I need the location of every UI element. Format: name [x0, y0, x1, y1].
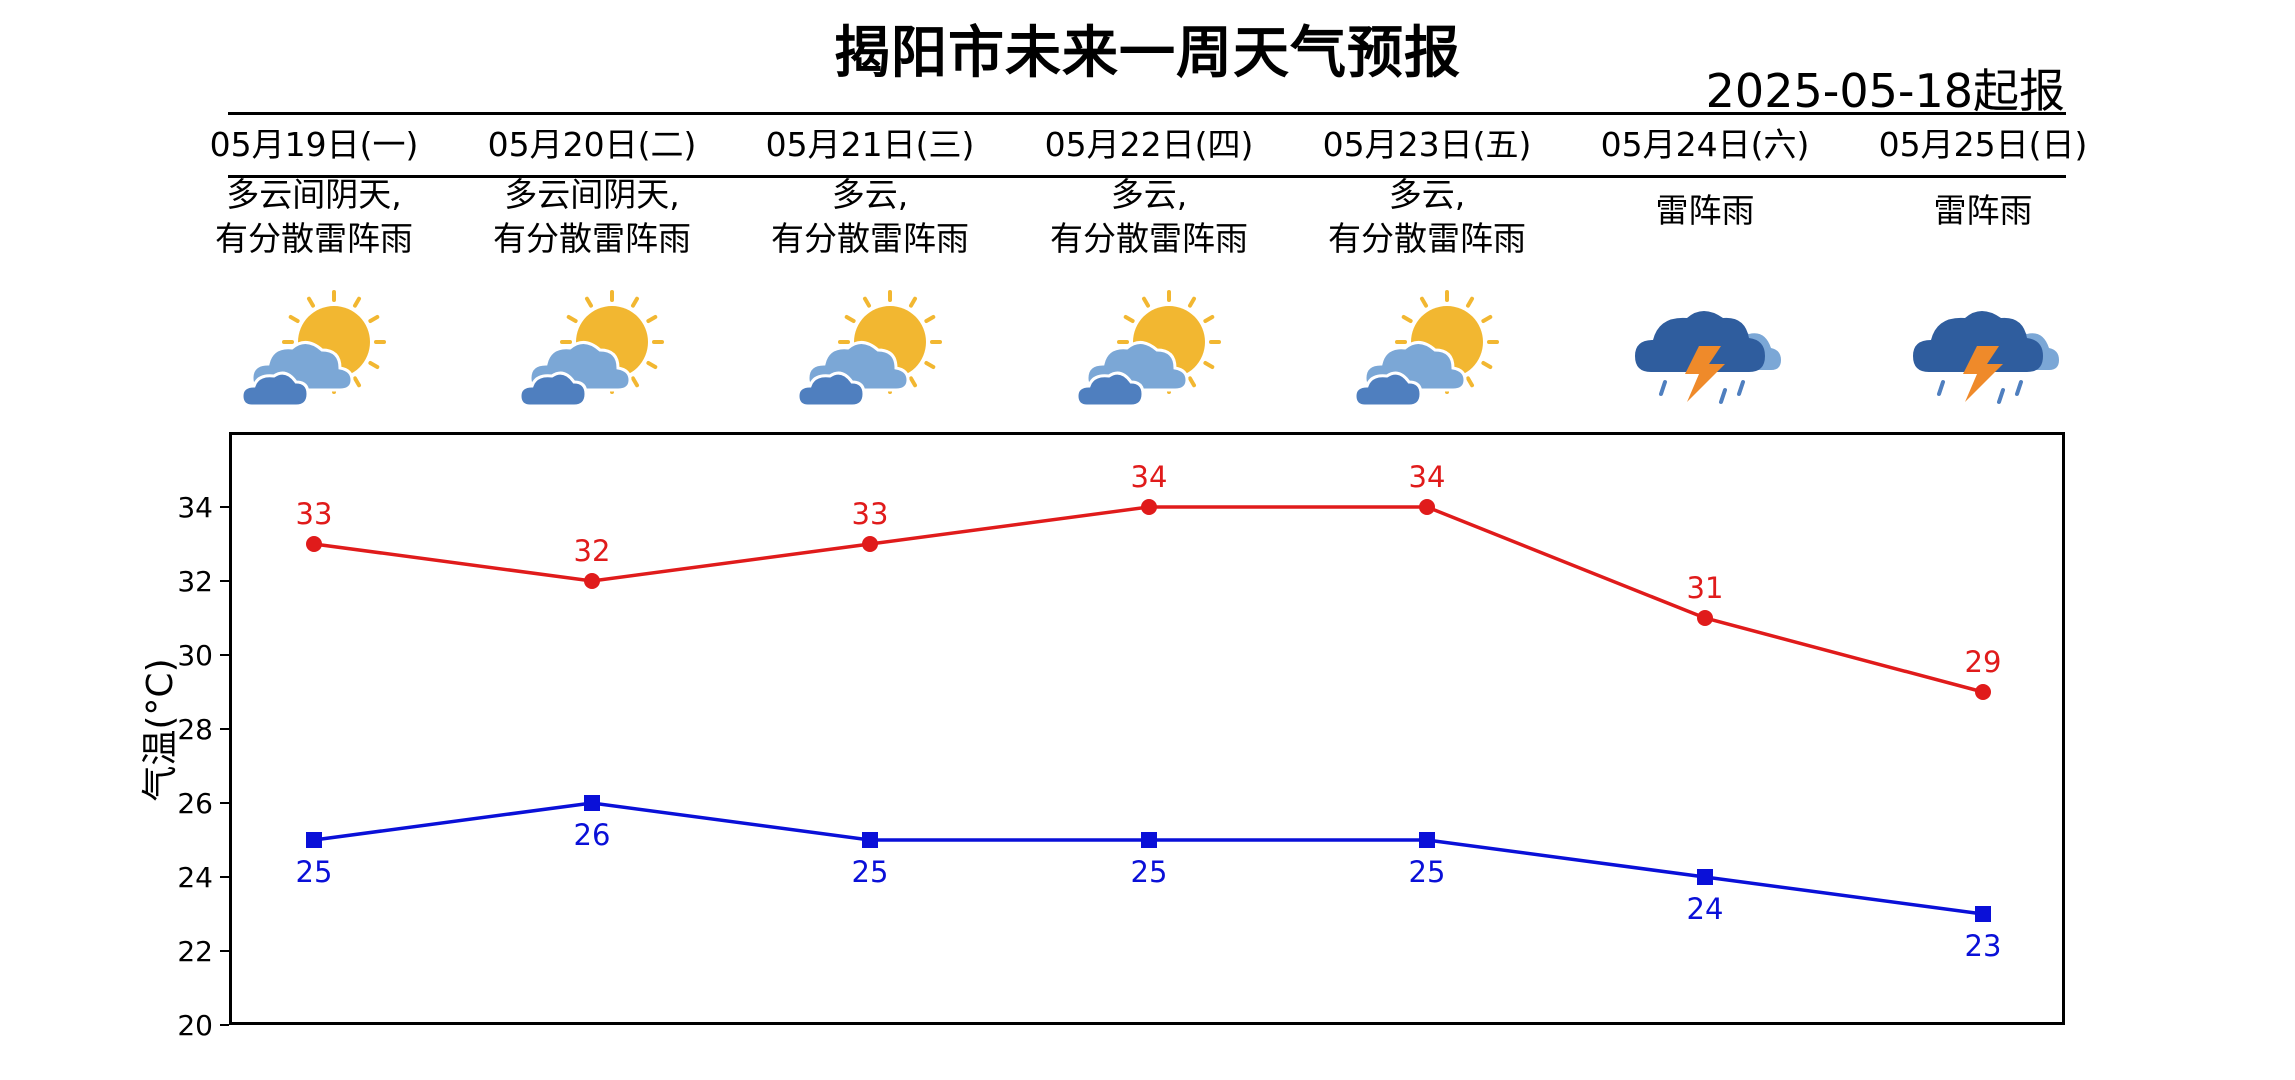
- low-temp-point: [584, 795, 600, 811]
- y-tick-label: 34: [177, 491, 213, 524]
- day-weather-desc-line: 有分散雷阵雨: [1328, 219, 1526, 258]
- low-temp-point: [1975, 906, 1991, 922]
- low-temp-point: [1697, 869, 1713, 885]
- day-weather-desc-line: 有分散雷阵雨: [771, 219, 969, 258]
- partly-cloudy-sun-icon: [518, 290, 664, 408]
- day-date: 05月21日(三): [765, 125, 975, 164]
- partly-cloudy-sun-icon: [1075, 290, 1221, 408]
- day-date: 05月22日(四): [1044, 125, 1254, 164]
- day-weather-desc-line: 有分散雷阵雨: [215, 219, 413, 258]
- issue-date: 2025-05-18起报: [1705, 64, 2065, 118]
- partly-cloudy-sun-icon: [240, 290, 386, 408]
- high-temp-point: [584, 573, 600, 589]
- day-weather-desc-line: 多云,: [1110, 175, 1188, 214]
- day-weather-desc-line: 多云,: [831, 175, 909, 214]
- y-tick-label: 20: [177, 1009, 213, 1042]
- header-rule-bottom: [228, 175, 2066, 178]
- day-weather-desc: 多云, 有分散雷阵雨: [1014, 173, 1284, 261]
- low-temp-label: 25: [296, 855, 333, 889]
- y-tick-label: 32: [177, 565, 213, 598]
- day-weather-desc-line: 多云间阴天,: [504, 175, 680, 214]
- day-weather-desc-line: 雷阵雨: [1933, 191, 2033, 230]
- day-column: 05月25日(日) 雷阵雨: [1848, 125, 2118, 233]
- day-weather-desc: 多云, 有分散雷阵雨: [735, 173, 1005, 261]
- y-tick-label: 24: [177, 861, 213, 894]
- low-temp-label: 25: [1409, 855, 1446, 889]
- day-weather-desc-line: 有分散雷阵雨: [493, 219, 691, 258]
- day-column: 05月22日(四) 多云, 有分散雷阵雨: [1014, 125, 1284, 261]
- low-temp-point: [1419, 832, 1435, 848]
- high-temp-point: [1141, 499, 1157, 515]
- high-temp-line: [313, 505, 1984, 694]
- day-column: 05月21日(三) 多云, 有分散雷阵雨: [735, 125, 1005, 261]
- day-column: 05月20日(二) 多云间阴天, 有分散雷阵雨: [457, 125, 727, 261]
- high-temp-point: [306, 536, 322, 552]
- y-tick-label: 22: [177, 935, 213, 968]
- plot-frame: [229, 432, 2065, 1025]
- day-weather-desc-line: 有分散雷阵雨: [1050, 219, 1248, 258]
- high-temp-label: 29: [1965, 645, 2002, 679]
- day-weather-desc: 多云间阴天, 有分散雷阵雨: [457, 173, 727, 261]
- high-temp-label: 32: [574, 534, 611, 568]
- low-temp-label: 23: [1965, 929, 2002, 963]
- day-weather-desc-line: 多云间阴天,: [226, 175, 402, 214]
- high-temp-label: 34: [1409, 460, 1446, 494]
- high-temp-label: 34: [1131, 460, 1168, 494]
- page-title: 揭阳市未来一周天气预报: [834, 21, 1461, 86]
- high-temp-point: [862, 536, 878, 552]
- low-temp-label: 26: [574, 818, 611, 852]
- day-date: 05月24日(六): [1600, 125, 1810, 164]
- day-weather-desc-line: 雷阵雨: [1655, 191, 1755, 230]
- y-tick-label: 28: [177, 713, 213, 746]
- high-temp-label: 33: [852, 497, 889, 531]
- day-weather-desc-line: 多云,: [1388, 175, 1466, 214]
- day-date: 05月23日(五): [1322, 125, 1532, 164]
- high-temp-point: [1697, 610, 1713, 626]
- y-tick-label: 30: [177, 639, 213, 672]
- day-column: 05月24日(六) 雷阵雨: [1570, 125, 1840, 233]
- low-temp-point: [1141, 832, 1157, 848]
- day-weather-desc: 多云间阴天, 有分散雷阵雨: [179, 173, 449, 261]
- day-column: 05月23日(五) 多云, 有分散雷阵雨: [1292, 125, 1562, 261]
- low-temp-label: 25: [852, 855, 889, 889]
- high-temp-label: 33: [296, 497, 333, 531]
- thunderstorm-icon: [1635, 311, 1781, 404]
- low-temp-point: [306, 832, 322, 848]
- low-temp-label: 25: [1131, 855, 1168, 889]
- y-axis-label: 气温(°C): [140, 658, 181, 801]
- low-temp-point: [862, 832, 878, 848]
- low-temp-label: 24: [1687, 892, 1724, 926]
- day-weather-desc: 雷阵雨: [1848, 189, 2118, 233]
- partly-cloudy-sun-icon: [1353, 290, 1499, 408]
- high-temp-label: 31: [1687, 571, 1724, 605]
- high-temp-point: [1419, 499, 1435, 515]
- header-rule-top: [228, 112, 2066, 115]
- day-date: 05月25日(日): [1878, 125, 2088, 164]
- thunderstorm-icon: [1913, 311, 2059, 404]
- partly-cloudy-sun-icon: [796, 290, 942, 408]
- day-weather-desc: 雷阵雨: [1570, 189, 1840, 233]
- day-column: 05月19日(一) 多云间阴天, 有分散雷阵雨: [179, 125, 449, 261]
- high-temp-point: [1975, 684, 1991, 700]
- y-tick-label: 26: [177, 787, 213, 820]
- day-date: 05月20日(二): [487, 125, 697, 164]
- day-weather-desc: 多云, 有分散雷阵雨: [1292, 173, 1562, 261]
- day-date: 05月19日(一): [209, 125, 419, 164]
